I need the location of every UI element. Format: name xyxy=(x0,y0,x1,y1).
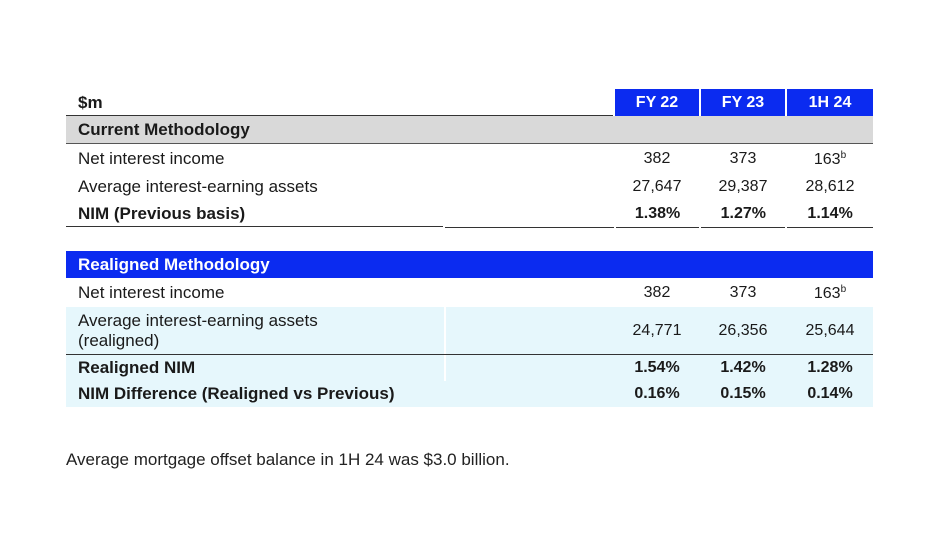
row-underline xyxy=(445,201,614,228)
table-row: NIM (Previous basis) 1.38% 1.27% 1.14% xyxy=(66,201,873,228)
cell-divider xyxy=(444,307,613,354)
cell-value: 1.27% xyxy=(701,201,786,228)
row-label: Average interest-earning assets xyxy=(78,177,318,196)
section-current-methodology: Current Methodology xyxy=(66,116,873,144)
cell-value: 1.54% xyxy=(634,359,680,376)
table-row: Average interest-earning assets 27,647 2… xyxy=(66,173,873,201)
cell-value: 382 xyxy=(643,284,671,301)
footnote-marker: b xyxy=(840,149,847,161)
cell-value: 26,356 xyxy=(718,321,768,339)
table-row: Average interest-earning assets (realign… xyxy=(66,307,873,355)
footnote-marker: b xyxy=(840,283,847,295)
cell-value: 29,387 xyxy=(718,178,768,195)
cell-divider xyxy=(444,355,613,381)
cell-value: 163b xyxy=(813,149,847,168)
cell-value: 1.28% xyxy=(807,359,853,376)
cell-value: 0.15% xyxy=(720,385,766,402)
cell-value: 0.16% xyxy=(634,385,680,402)
row-label: NIM Difference (Realigned vs Previous) xyxy=(78,384,395,403)
cell-value: 1.14% xyxy=(787,201,873,228)
row-label: Net interest income xyxy=(78,283,225,302)
cell-value: 25,644 xyxy=(805,321,855,339)
table-row: NIM Difference (Realigned vs Previous) 0… xyxy=(66,381,873,407)
column-header-fy22: FY 22 xyxy=(615,89,699,116)
cell-value: 0.14% xyxy=(807,385,853,402)
column-header-1h24: 1H 24 xyxy=(787,89,873,116)
table-row: Net interest income 382 373 163b xyxy=(66,145,873,173)
row-label: Average interest-earning assets (realign… xyxy=(66,311,444,351)
table-row: Net interest income 382 373 163b xyxy=(66,279,873,307)
unit-header: $m xyxy=(66,89,613,116)
cell-value: 28,612 xyxy=(805,178,855,195)
cell-value: 373 xyxy=(729,284,757,301)
cell-value: 24,771 xyxy=(632,321,682,339)
section-spacer xyxy=(66,227,873,251)
section-title: Realigned Methodology xyxy=(78,254,270,274)
cell-value: 27,647 xyxy=(632,178,682,195)
row-label: Net interest income xyxy=(78,149,225,168)
row-label: NIM (Previous basis) xyxy=(66,201,444,227)
nim-table: $m FY 22 FY 23 1H 24 Current Methodology… xyxy=(66,89,873,407)
cell-value: 373 xyxy=(729,150,757,167)
section-title: Current Methodology xyxy=(78,119,250,139)
section-realigned-methodology: Realigned Methodology xyxy=(66,251,873,278)
row-label-line: (realigned) xyxy=(78,330,160,350)
footnote-text: Average mortgage offset balance in 1H 24… xyxy=(66,450,510,469)
cell-value: 163b xyxy=(813,283,847,302)
row-label-line: Average interest-earning assets xyxy=(78,310,318,330)
cell-value: 1.42% xyxy=(720,359,766,376)
row-label: Realigned NIM xyxy=(78,358,196,377)
cell-value: 1.38% xyxy=(615,201,700,228)
table-row: Realigned NIM 1.54% 1.42% 1.28% xyxy=(66,355,873,381)
table-header-row: $m FY 22 FY 23 1H 24 xyxy=(66,89,873,116)
column-header-fy23: FY 23 xyxy=(701,89,785,116)
cell-value: 382 xyxy=(643,150,671,167)
